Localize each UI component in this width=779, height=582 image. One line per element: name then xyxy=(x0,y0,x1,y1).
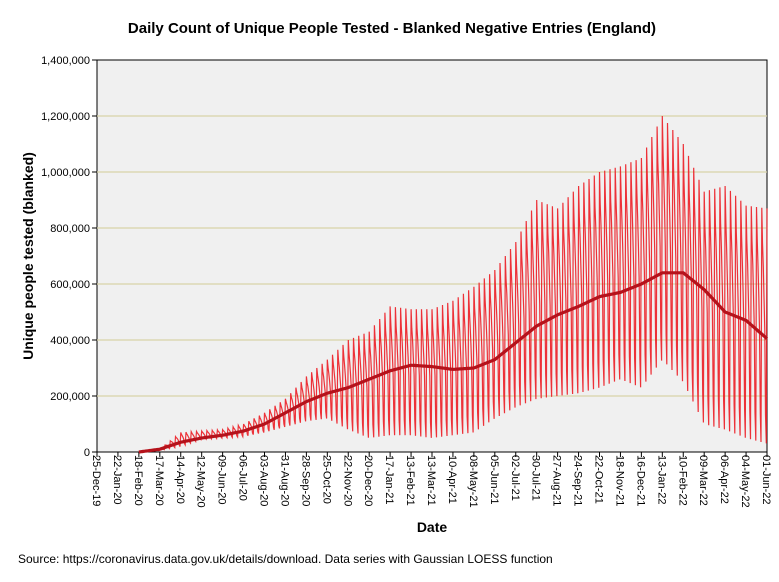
x-tick-label: 03-Aug-20 xyxy=(258,455,270,506)
x-tick-label: 18-Nov-21 xyxy=(613,455,625,506)
x-tick-label: 30-Jul-21 xyxy=(530,455,542,501)
x-tick-label: 24-Sep-21 xyxy=(572,455,584,506)
x-tick-label: 13-Feb-21 xyxy=(404,455,416,506)
y-tick-label: 800,000 xyxy=(50,223,90,235)
x-tick-label: 18-Feb-20 xyxy=(132,455,144,506)
x-tick-label: 12-May-20 xyxy=(195,455,207,508)
x-tick-label: 01-Jun-22 xyxy=(760,455,772,505)
chart-title: Daily Count of Unique People Tested - Bl… xyxy=(128,20,656,37)
x-tick-label: 13-Jan-22 xyxy=(655,455,667,505)
x-tick-label: 22-Nov-20 xyxy=(341,455,353,506)
x-tick-label: 06-Jul-20 xyxy=(237,455,249,501)
y-tick-label: 1,000,000 xyxy=(41,167,90,179)
x-tick-label: 28-Sep-20 xyxy=(299,455,311,506)
x-tick-label: 14-Apr-20 xyxy=(174,455,186,504)
x-tick-label: 25-Oct-20 xyxy=(320,455,332,504)
x-tick-label: 05-Jun-21 xyxy=(488,455,500,505)
source-note: Source: https://coronavirus.data.gov.uk/… xyxy=(18,552,553,566)
x-tick-label: 06-Apr-22 xyxy=(718,455,730,504)
y-tick-label: 1,400,000 xyxy=(41,55,90,67)
x-tick-label: 10-Feb-22 xyxy=(676,455,688,506)
x-tick-label: 10-Apr-21 xyxy=(446,455,458,504)
x-axis-label: Date xyxy=(417,519,448,535)
x-tick-label: 27-Aug-21 xyxy=(551,455,563,506)
x-tick-label: 17-Mar-20 xyxy=(153,455,165,506)
y-axis-label: Unique people tested (blanked) xyxy=(20,152,36,360)
x-tick-label: 13-Mar-21 xyxy=(425,455,437,506)
x-tick-label: 08-May-21 xyxy=(467,455,479,508)
x-tick-label: 22-Jan-20 xyxy=(111,455,123,505)
loess-trend-line xyxy=(138,271,769,454)
x-tick-label: 31-Aug-20 xyxy=(278,455,290,506)
x-tick-label: 16-Dec-21 xyxy=(634,455,646,506)
x-tick-label: 17-Jan-21 xyxy=(383,455,395,505)
daily-series-line xyxy=(138,115,768,453)
x-tick-label: 09-Jun-20 xyxy=(216,455,228,505)
x-tick-label: 22-Oct-21 xyxy=(593,455,605,504)
x-tick-label: 02-Jul-21 xyxy=(509,455,521,501)
x-tick-label: 09-Mar-22 xyxy=(697,455,709,506)
y-tick-label: 200,000 xyxy=(50,391,90,403)
y-tick-label: 400,000 xyxy=(50,335,90,347)
y-tick-label: 0 xyxy=(84,447,90,459)
x-tick-label: 25-Dec-19 xyxy=(90,455,102,506)
y-tick-label: 600,000 xyxy=(50,279,90,291)
y-tick-label: 1,200,000 xyxy=(41,111,90,123)
x-tick-label: 20-Dec-20 xyxy=(362,455,374,506)
x-tick-label: 04-May-22 xyxy=(739,455,751,508)
